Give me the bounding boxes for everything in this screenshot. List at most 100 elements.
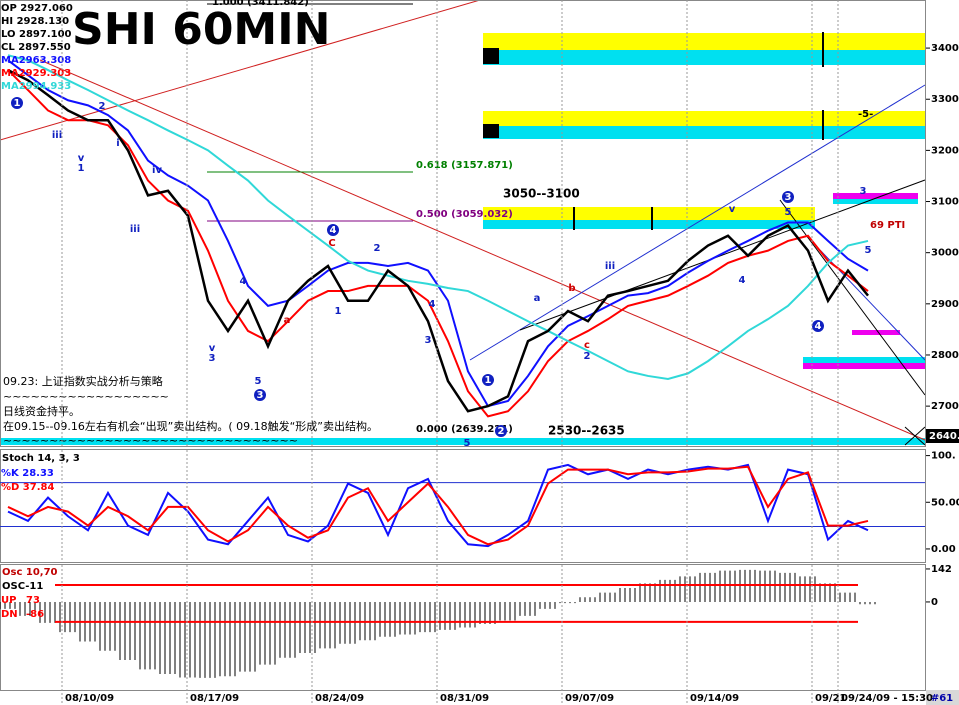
wave-label: 4 <box>739 275 746 286</box>
osc-frame <box>0 564 926 691</box>
wave-circle <box>812 320 824 332</box>
wave-circle <box>11 97 23 109</box>
note: 09.23: 上证指数实战分析与策略 <box>3 374 163 388</box>
stoch-title: Stoch 14, 3, 3 <box>2 453 80 464</box>
y-tick-label: 100. <box>931 451 956 462</box>
y-tick-label: 3000. <box>931 248 959 259</box>
wave-label: i <box>116 138 119 149</box>
band <box>833 193 918 200</box>
price-tag-label: 2640. <box>929 431 959 442</box>
y-tick-label: 2900. <box>931 299 959 310</box>
ohlc-label: CL 2897.550 <box>1 42 71 53</box>
legend-entry: MA2929.303 <box>1 68 71 79</box>
wave-label: 1 <box>14 98 21 109</box>
band <box>483 50 925 65</box>
wave-label: iii <box>52 130 62 141</box>
legend-entry: MA2994.933 <box>1 81 71 92</box>
note: ~~~~~~~~~~~~~~~~~~~~~~~~~~~~~~~~ <box>3 434 298 447</box>
legend-entry: %K 28.33 <box>1 468 54 479</box>
price-tag <box>926 429 959 443</box>
series-line <box>7 465 869 546</box>
trend-line <box>519 179 926 331</box>
band <box>483 220 815 229</box>
wave-label: 5 <box>255 376 262 387</box>
legend-entry: MA2963.308 <box>1 55 71 66</box>
annotation: 0.618 (3157.871) <box>416 160 513 171</box>
wave-label: a <box>284 315 291 326</box>
wave-label: 2 <box>498 426 505 437</box>
x-tick-label: 08/17/09 <box>190 693 239 704</box>
chart-title: SHI 60MIN <box>72 4 330 55</box>
y-tick-label: 50.00 <box>931 497 959 508</box>
band <box>483 207 815 220</box>
legend-value: -86 <box>26 609 44 620</box>
annotation: 2530--2635 <box>548 424 625 438</box>
band <box>0 438 925 445</box>
bands <box>0 0 926 446</box>
wave-label: 4 <box>330 225 337 236</box>
wave-label: b <box>568 283 575 294</box>
note: 日线资金持平。 <box>3 404 80 418</box>
wave-label: 2 <box>584 351 591 362</box>
ohlc-label: LO 2897.100 <box>1 29 72 40</box>
y-tick-label: 2800. <box>931 350 959 361</box>
legend-value: 73 <box>26 595 40 606</box>
wave-label: 2 <box>99 101 106 112</box>
frames <box>0 0 926 691</box>
legend-entry: DN <box>1 609 18 620</box>
band <box>483 126 925 139</box>
wave-label: c <box>584 340 590 351</box>
series-line <box>7 69 869 418</box>
wave-label: 3 <box>209 353 216 364</box>
band <box>852 330 900 335</box>
trend-line <box>39 59 926 441</box>
wave-label: 1 <box>485 375 492 386</box>
wave-label: v <box>209 343 216 354</box>
corner-label: #61 <box>931 693 953 704</box>
wave-label: iii <box>605 261 615 272</box>
band-marker <box>483 124 499 138</box>
wave-label: 3 <box>860 186 867 197</box>
band-marker <box>483 48 499 64</box>
series-line <box>7 54 869 381</box>
annotation: -5- <box>858 109 873 120</box>
y-tick-label: 142 <box>931 564 952 575</box>
note: ~~~~~~~~~~~~~~~~~~ <box>3 390 169 403</box>
legend-entry: %D 37.84 <box>1 482 54 493</box>
ohlc-label: HI 2928.130 <box>1 16 69 27</box>
stoch-frame <box>0 449 926 563</box>
note: 在09.15--09.16左右有机会“出现”卖出结构。( 09.18触发“形成”… <box>3 419 378 433</box>
wave-circle <box>495 425 507 437</box>
y-tick-label: 0.00 <box>931 544 956 555</box>
wave-label: C <box>328 238 335 249</box>
x-tick-label: 08/31/09 <box>440 693 489 704</box>
wave-label: 5 <box>865 245 872 256</box>
wave-label: 2 <box>374 243 381 254</box>
x-tick-label: 08/10/09 <box>65 693 114 704</box>
trend-line <box>779 199 926 396</box>
osc-title: Osc 10,70 <box>2 567 58 578</box>
ohlc-label: OP 2927.060 <box>1 3 73 14</box>
wave-circle <box>782 191 794 203</box>
annotation: 1.000 (3411.842) <box>212 0 309 8</box>
osc-subtitle: OSC-11 <box>2 581 43 592</box>
x-mark <box>904 426 926 446</box>
wave-circle <box>327 224 339 236</box>
wave-label: a <box>534 293 541 304</box>
annotation: 0.000 (2639.221) <box>416 424 513 435</box>
wave-label: iv <box>152 165 162 176</box>
wave-label: iii <box>130 224 140 235</box>
y-tick-label: 3200. <box>931 145 959 156</box>
wave-label: 4 <box>240 276 247 287</box>
wave-label: v <box>729 204 736 215</box>
annotation: 0.500 (3059.032) <box>416 209 513 220</box>
y-tick-label: 3300. <box>931 94 959 105</box>
band <box>803 363 925 369</box>
wave-label: 5 <box>785 207 792 218</box>
y-tick-label: 2700. <box>931 401 959 412</box>
x-tick-label: 09/07/09 <box>565 693 614 704</box>
legend-entry: UP <box>1 595 16 606</box>
annotation: 69 PTI <box>870 220 905 231</box>
wave-label: 3 <box>785 192 792 203</box>
